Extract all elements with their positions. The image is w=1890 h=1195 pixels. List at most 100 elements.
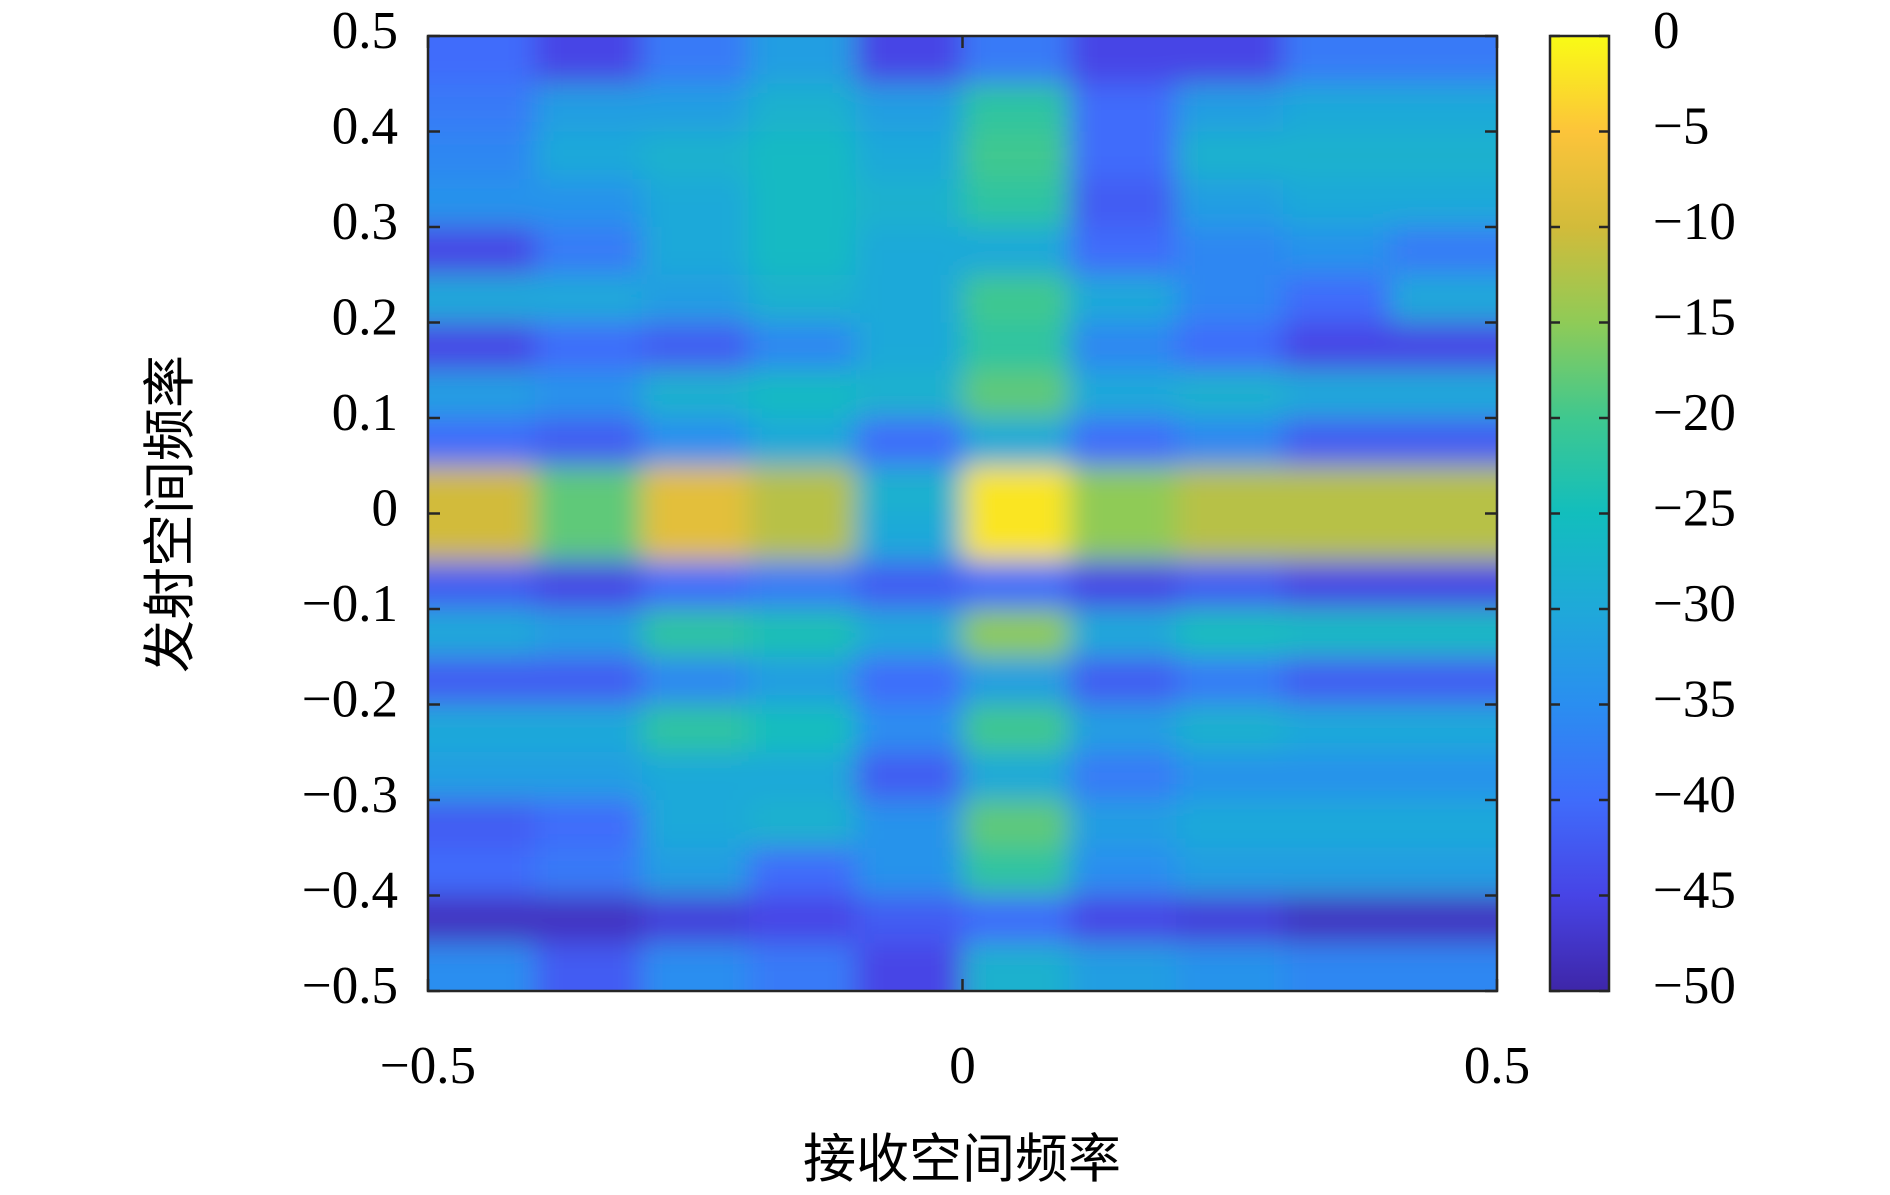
heat-cell: [428, 609, 536, 658]
heat-cell: [641, 704, 750, 753]
x-tick-label: 0.5: [1464, 1037, 1530, 1095]
heat-cell: [641, 83, 750, 132]
heat-cell: [641, 561, 750, 610]
heat-cell: [962, 83, 1070, 132]
heat-cell: [534, 322, 643, 371]
heat-cell: [428, 513, 536, 562]
heat-cell: [428, 704, 536, 753]
heat-cell: [1390, 609, 1497, 658]
heat-cell: [855, 752, 963, 801]
heat-cell: [1283, 465, 1391, 514]
heat-cell: [428, 36, 536, 85]
heat-cell: [1390, 274, 1497, 323]
heat-cell: [428, 83, 536, 132]
heat-cell: [1069, 274, 1177, 323]
heat-cell: [855, 227, 963, 276]
heat-cell: [748, 370, 857, 419]
heat-cell: [428, 895, 536, 944]
heat-cell: [641, 418, 750, 467]
heatmap: [428, 36, 1497, 991]
heat-cell: [1176, 131, 1284, 180]
heat-cell: [641, 131, 750, 180]
heat-cell: [1283, 322, 1391, 371]
heat-cell: [534, 943, 643, 991]
heat-cell: [855, 131, 963, 180]
heat-cell: [1390, 465, 1497, 514]
heat-cell: [641, 847, 750, 896]
heat-cell: [962, 227, 1070, 276]
heat-cell: [534, 274, 643, 323]
heat-cell: [1283, 847, 1391, 896]
heat-cell: [1069, 131, 1177, 180]
colorbar-tick-label: −50: [1653, 957, 1736, 1015]
heat-cell: [641, 322, 750, 371]
heat-cell: [1069, 847, 1177, 896]
y-tick-label: 0.3: [332, 193, 398, 251]
heat-cell: [1390, 943, 1497, 991]
heat-cell: [748, 322, 857, 371]
heat-cell: [534, 752, 643, 801]
heat-cell: [748, 418, 857, 467]
heat-cell: [1176, 465, 1284, 514]
heat-cell: [748, 704, 857, 753]
heat-cell: [534, 418, 643, 467]
heat-cell: [534, 800, 643, 849]
heat-cell: [1176, 513, 1284, 562]
heat-cell: [962, 131, 1070, 180]
heat-cell: [962, 752, 1070, 801]
heat-cell: [1390, 131, 1497, 180]
heat-cell: [1283, 179, 1391, 228]
heat-cell: [748, 752, 857, 801]
heat-cell: [1069, 704, 1177, 753]
heat-cell: [748, 609, 857, 658]
heat-cell: [748, 274, 857, 323]
heat-cell: [1283, 561, 1391, 610]
heat-cell: [962, 179, 1070, 228]
heat-cell: [1390, 800, 1497, 849]
heat-cell: [748, 513, 857, 562]
heat-cell: [428, 370, 536, 419]
heat-cell: [428, 800, 536, 849]
heat-cell: [1283, 656, 1391, 705]
heat-cell: [962, 800, 1070, 849]
heat-cell: [1176, 895, 1284, 944]
heat-cell: [428, 131, 536, 180]
y-tick-label: 0.5: [332, 2, 398, 60]
heat-cell: [748, 656, 857, 705]
colorbar-tick-label: −10: [1653, 193, 1736, 251]
heat-cell: [534, 609, 643, 658]
heat-cell: [1176, 847, 1284, 896]
heat-cell: [428, 656, 536, 705]
heat-cell: [855, 561, 963, 610]
heat-cell: [1283, 943, 1391, 991]
heat-cell: [641, 656, 750, 705]
heat-cell: [1176, 656, 1284, 705]
heat-cell: [1069, 83, 1177, 132]
colorbar-tick-label: −35: [1653, 671, 1736, 729]
heat-cell: [962, 609, 1070, 658]
heat-cell: [855, 83, 963, 132]
heat-cell: [1390, 418, 1497, 467]
heat-cell: [1069, 656, 1177, 705]
colorbar-tick-label: 0: [1653, 2, 1680, 60]
heat-cell: [641, 227, 750, 276]
heat-cell: [641, 943, 750, 991]
heat-cell: [534, 561, 643, 610]
heat-cell: [1283, 227, 1391, 276]
heat-cell: [1176, 609, 1284, 658]
heat-cell: [428, 274, 536, 323]
y-tick-label: −0.3: [302, 766, 398, 824]
heat-cell: [1176, 800, 1284, 849]
heat-cell: [1283, 131, 1391, 180]
heat-cell: [855, 370, 963, 419]
heat-cell: [1283, 370, 1391, 419]
heat-cell: [641, 370, 750, 419]
heat-cell: [1283, 36, 1391, 85]
heat-cell: [534, 179, 643, 228]
heat-cell: [1069, 561, 1177, 610]
heat-cell: [534, 131, 643, 180]
heat-cell: [962, 322, 1070, 371]
heat-cell: [1390, 179, 1497, 228]
heat-cell: [962, 36, 1070, 85]
